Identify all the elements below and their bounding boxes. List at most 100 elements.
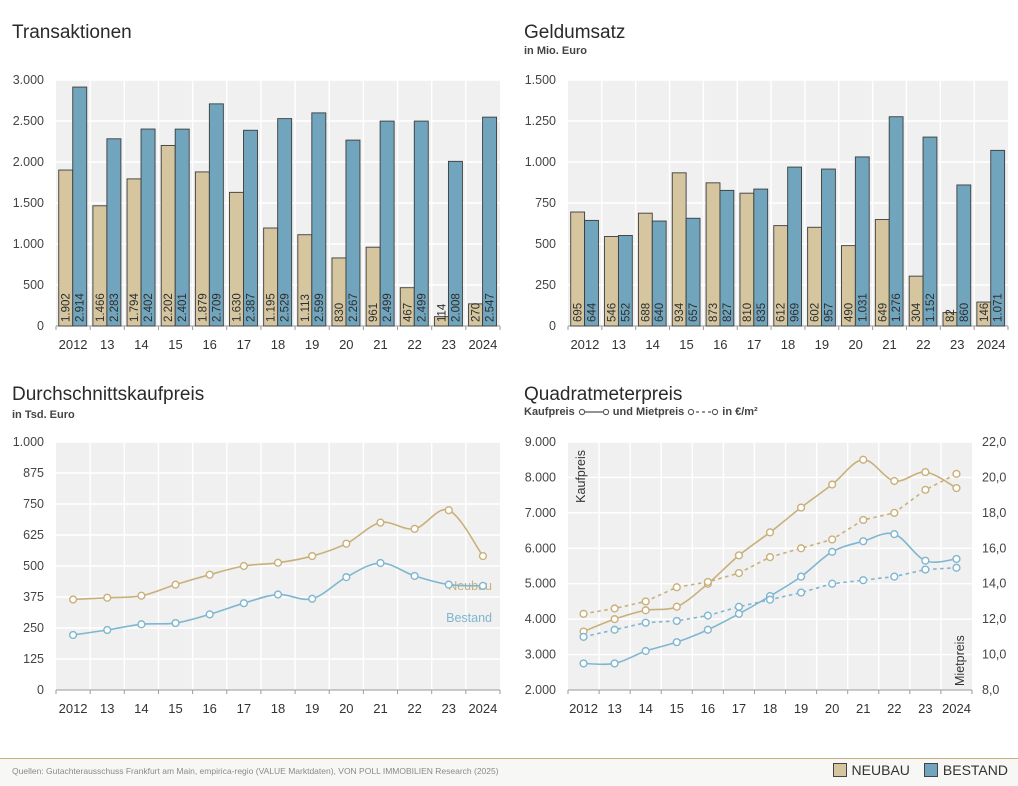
geldumsatz-xtick-label: 19 — [815, 337, 829, 352]
kaufpreis-point-bestand — [444, 580, 453, 589]
dashed-line-marker-icon — [688, 408, 719, 416]
kaufpreis-xtick-label: 19 — [305, 701, 319, 716]
kaufpreis-xtick-label: 22 — [407, 701, 421, 716]
transaktionen-data-label: 2.202 — [163, 293, 175, 322]
qm-point-mietpreis-neubau — [703, 577, 712, 587]
qm-point-kaufpreis-neubau — [859, 455, 868, 464]
qm-xtick-label: 2024 — [942, 701, 971, 716]
kaufpreis-ytick-label: 1.000 — [13, 435, 44, 449]
geldumsatz-data-label: 1.031 — [857, 293, 869, 322]
qm-point-kaufpreis-bestand — [859, 537, 868, 546]
legend-swatch-bestand — [923, 763, 938, 777]
kaufpreis-point-neubau — [137, 591, 146, 600]
qm-y2tick-label: 20,0 — [982, 470, 1006, 484]
qm-point-kaufpreis-bestand — [828, 547, 837, 556]
geldumsatz-xtick-label: 15 — [679, 337, 693, 352]
kaufpreis-xtick-label: 16 — [202, 701, 216, 716]
geldumsatz-xtick-label: 13 — [612, 337, 626, 352]
geldumsatz-bar-bestand — [821, 168, 836, 327]
geldumsatz-data-label: 1.276 — [891, 293, 903, 322]
qm-y2tick-label: 22,0 — [982, 435, 1006, 449]
geldumsatz-bar-bestand — [685, 217, 701, 327]
transaktionen-data-label: 270 — [471, 303, 483, 322]
kaufpreis-xtick-label: 20 — [339, 701, 353, 716]
qm-point-mietpreis-neubau — [672, 583, 681, 592]
geldumsatz-bar-bestand — [922, 136, 938, 327]
geldumsatz-data-label: 602 — [810, 303, 822, 322]
transaktionen-bar-bestand — [345, 139, 361, 327]
qm-y2tick-label: 14,0 — [982, 577, 1006, 591]
qm-point-mietpreis-bestand — [765, 595, 775, 604]
geldumsatz-data-label: 657 — [688, 303, 700, 322]
geldumsatz-ytick-label: 1.500 — [525, 73, 556, 87]
kaufpreis-ytick-label: 250 — [23, 621, 44, 635]
transaktionen-ytick-label: 2.500 — [13, 114, 44, 128]
transaktionen-data-label: 2.529 — [280, 293, 292, 322]
kaufpreis-series-label-bestand: Bestand — [446, 611, 492, 625]
kaufpreis-xtick-label: 2024 — [468, 701, 497, 716]
kaufpreis-point-neubau — [273, 558, 283, 567]
kaufpreis-point-neubau — [410, 524, 419, 533]
qm-point-mietpreis-bestand — [610, 625, 619, 634]
kaufpreis-point-bestand — [239, 599, 248, 608]
geldumsatz-xtick-label: 14 — [645, 337, 659, 352]
legend-item-bestand: BESTAND — [923, 762, 1008, 778]
qm-point-kaufpreis-bestand — [610, 659, 619, 668]
qm-point-kaufpreis-neubau — [921, 468, 930, 477]
geldumsatz-xtick-label: 17 — [747, 337, 761, 352]
qm-xtick-label: 20 — [825, 701, 839, 716]
kaufpreis-ytick-label: 375 — [23, 590, 44, 604]
transaktionen-ytick-label: 0 — [37, 319, 44, 333]
geldumsatz-bar-bestand — [854, 156, 870, 327]
kaufpreis-point-neubau — [239, 561, 248, 571]
qm-xtick-label: 15 — [670, 701, 684, 716]
qm-point-mietpreis-neubau — [828, 535, 837, 544]
transaktionen-data-label: 114 — [436, 303, 448, 322]
geldumsatz-data-label: 1.152 — [925, 293, 937, 322]
transaktionen-ytick-label: 3.000 — [13, 73, 44, 87]
geldumsatz-data-label: 827 — [722, 303, 734, 322]
transaktionen-data-label: 2.599 — [314, 293, 326, 322]
transaktionen-bar-bestand — [277, 118, 293, 327]
geldumsatz-title: Geldumsatz — [524, 22, 626, 43]
transaktionen-bar-bestand — [174, 128, 190, 327]
qm-xtick-label: 17 — [732, 701, 746, 716]
geldumsatz-xtick-label: 2024 — [977, 337, 1006, 352]
kaufpreis-point-bestand — [308, 594, 317, 603]
transaktionen-bar-bestand — [208, 103, 224, 327]
transaktionen-bar-bestand — [482, 116, 498, 327]
kaufpreis-xtick-label: 17 — [237, 701, 251, 716]
qm-point-kaufpreis-bestand — [579, 659, 588, 668]
qm-point-mietpreis-neubau — [641, 597, 650, 606]
kaufpreis-subtitle: in Tsd. Euro — [12, 409, 75, 421]
transaktionen-xtick-label: 2012 — [59, 337, 88, 352]
geldumsatz-bar-bestand — [719, 189, 735, 327]
transaktionen-ytick-label: 1.000 — [13, 237, 44, 251]
transaktionen-bar-bestand — [413, 120, 429, 327]
geldumsatz-data-label: 969 — [790, 303, 802, 322]
transaktionen-xtick-label: 16 — [202, 337, 216, 352]
transaktionen-data-label: 2.267 — [348, 293, 360, 322]
qm-point-kaufpreis-neubau — [828, 480, 837, 489]
geldumsatz-xtick-label: 16 — [713, 337, 727, 352]
geldumsatz-bar-bestand — [888, 116, 904, 327]
geldumsatz-ytick-label: 1.000 — [525, 155, 556, 169]
qm-point-kaufpreis-neubau — [765, 528, 775, 537]
transaktionen-ytick-label: 2.000 — [13, 155, 44, 169]
qm-legend-kaufpreis: Kaufpreis — [524, 406, 575, 418]
transaktionen-xtick-label: 14 — [134, 337, 148, 352]
kaufpreis-ytick-label: 875 — [23, 466, 44, 480]
qm-y2tick-label: 10,0 — [982, 648, 1006, 662]
transaktionen-xtick-label: 18 — [271, 337, 285, 352]
qm-point-kaufpreis-bestand — [734, 609, 744, 618]
geldumsatz-data-label: 1.071 — [993, 293, 1005, 322]
transaktionen-ytick-label: 1.500 — [13, 196, 44, 210]
transaktionen-data-label: 2.008 — [450, 293, 462, 322]
transaktionen-data-label: 2.401 — [177, 293, 189, 322]
transaktionen-data-label: 961 — [368, 303, 380, 322]
kaufpreis-ytick-label: 0 — [37, 683, 44, 697]
qm-point-mietpreis-neubau — [579, 609, 588, 618]
kaufpreis-point-bestand — [410, 571, 419, 581]
kaufpreis-point-neubau — [308, 551, 317, 561]
qm-point-mietpreis-bestand — [859, 576, 868, 585]
